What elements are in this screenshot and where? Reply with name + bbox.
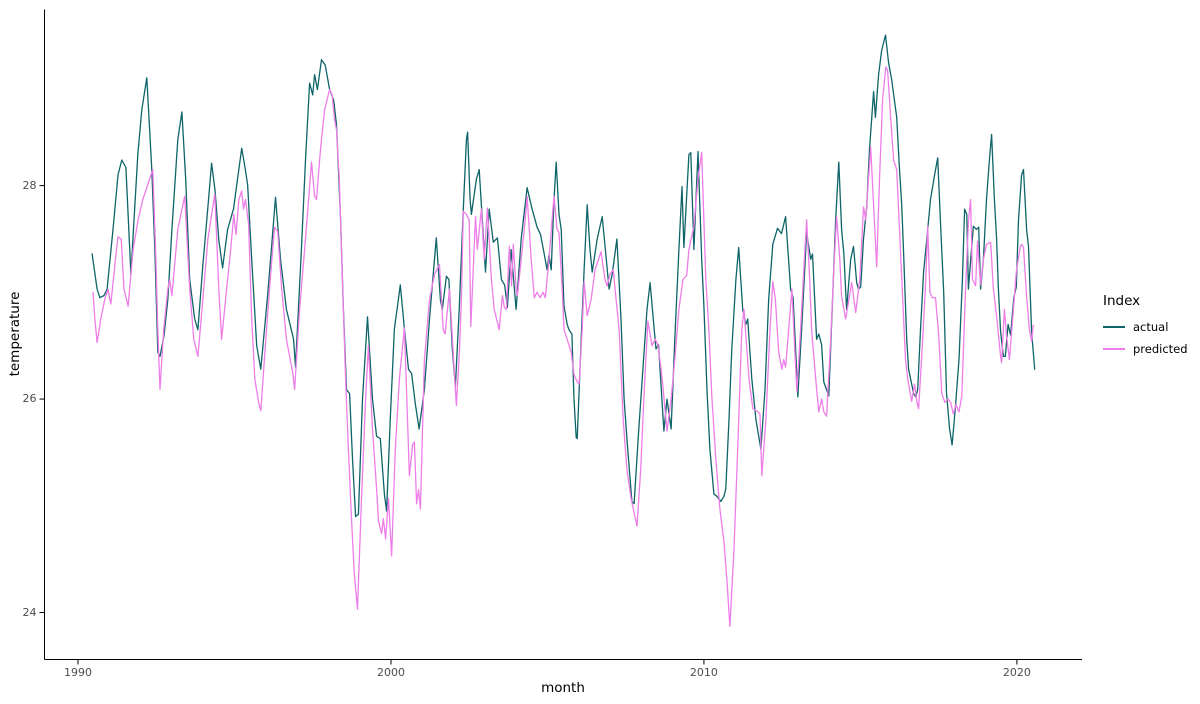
x-tick-label: 2020 (1002, 665, 1031, 679)
legend-item-actual: actual (1103, 319, 1188, 335)
legend: Index actual predicted (1103, 293, 1188, 363)
series-line-predicted (92, 66, 1034, 628)
x-axis-title: month (541, 680, 585, 696)
y-tick-label: 24 (22, 605, 37, 619)
legend-label-predicted: predicted (1133, 342, 1188, 356)
x-tick-label: 2000 (376, 665, 405, 679)
y-tick-label: 26 (22, 392, 37, 406)
x-tick-label: 2010 (689, 665, 718, 679)
x-tick-label: 1990 (63, 665, 92, 679)
y-axis-title: temperature (7, 291, 23, 377)
legend-item-predicted: predicted (1103, 341, 1188, 357)
legend-key-actual-line (1103, 326, 1125, 328)
legend-key-predicted-line (1103, 348, 1125, 350)
legend-title: Index (1103, 293, 1141, 309)
series-line-actual (91, 34, 1036, 518)
y-tick-label: 28 (22, 178, 37, 192)
legend-label-actual: actual (1133, 320, 1169, 334)
